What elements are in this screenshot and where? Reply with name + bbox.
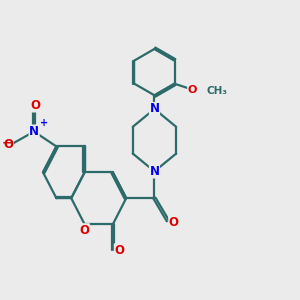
Text: +: + <box>40 118 48 128</box>
Text: N: N <box>149 103 160 116</box>
Text: −: − <box>2 136 12 149</box>
Text: O: O <box>31 99 40 112</box>
Text: O: O <box>169 216 179 229</box>
Text: O: O <box>3 138 13 151</box>
Text: O: O <box>114 244 124 257</box>
Text: O: O <box>79 224 89 237</box>
Text: O: O <box>188 85 197 95</box>
Text: N: N <box>29 125 39 138</box>
Text: N: N <box>149 165 160 178</box>
Text: CH₃: CH₃ <box>206 85 227 96</box>
